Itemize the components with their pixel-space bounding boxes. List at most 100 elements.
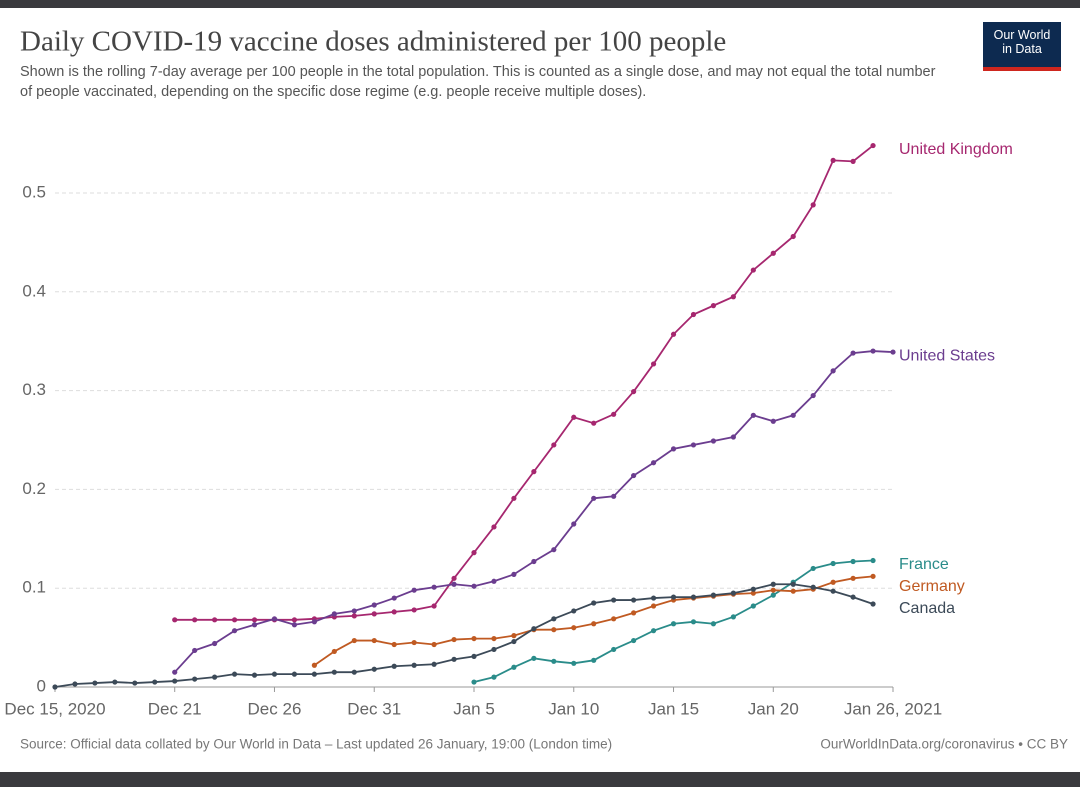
data-point bbox=[670, 446, 677, 452]
x-tick-label: Jan 10 bbox=[548, 699, 599, 718]
chart-title: Daily COVID-19 vaccine doses administere… bbox=[20, 26, 726, 58]
data-point bbox=[251, 622, 258, 628]
data-point bbox=[411, 662, 417, 668]
legend-label: Canada bbox=[899, 600, 955, 617]
data-point bbox=[451, 581, 457, 587]
data-point bbox=[611, 411, 617, 417]
data-point bbox=[411, 639, 417, 646]
data-point bbox=[351, 613, 357, 619]
data-point bbox=[830, 157, 836, 163]
data-point bbox=[72, 681, 78, 687]
data-point bbox=[611, 493, 617, 499]
data-point bbox=[611, 597, 617, 603]
data-point bbox=[371, 602, 377, 608]
data-point bbox=[830, 579, 836, 585]
data-point bbox=[311, 619, 317, 625]
data-point bbox=[730, 294, 736, 300]
x-tick-label: Jan 20 bbox=[748, 699, 799, 718]
data-point bbox=[451, 656, 457, 662]
data-point bbox=[451, 636, 457, 643]
data-point bbox=[571, 414, 577, 420]
data-point bbox=[690, 619, 697, 625]
x-tick-label: Dec 21 bbox=[148, 699, 202, 718]
data-point bbox=[172, 678, 178, 684]
data-point bbox=[471, 550, 477, 556]
data-point bbox=[591, 420, 597, 426]
data-point bbox=[172, 669, 178, 675]
x-tick-label: Jan 26, 2021 bbox=[844, 699, 942, 718]
data-point bbox=[850, 158, 856, 164]
data-point bbox=[251, 672, 258, 678]
data-point bbox=[810, 392, 816, 399]
data-point bbox=[810, 584, 816, 590]
data-point bbox=[291, 671, 298, 677]
data-point bbox=[291, 617, 298, 623]
data-point bbox=[690, 442, 697, 448]
data-point bbox=[371, 637, 377, 644]
data-point bbox=[431, 641, 437, 648]
data-point bbox=[730, 614, 736, 620]
y-tick-label: 0 bbox=[37, 676, 46, 695]
x-tick-label: Jan 15 bbox=[648, 699, 699, 718]
data-point bbox=[611, 616, 617, 622]
data-point bbox=[551, 627, 557, 633]
data-point bbox=[890, 349, 896, 355]
data-point bbox=[730, 434, 736, 440]
data-point bbox=[531, 469, 537, 475]
data-point bbox=[591, 621, 597, 627]
data-point bbox=[152, 679, 158, 685]
data-point bbox=[291, 622, 298, 628]
data-point bbox=[311, 662, 317, 668]
data-point bbox=[611, 646, 617, 653]
data-point bbox=[631, 388, 637, 395]
data-point bbox=[331, 648, 337, 655]
data-point bbox=[451, 575, 457, 581]
data-point bbox=[371, 611, 377, 617]
source-note: Source: Official data collated by Our Wo… bbox=[20, 737, 612, 752]
data-point bbox=[511, 633, 517, 639]
subtitle-box: Shown is the rolling 7-day average per 1… bbox=[20, 64, 936, 101]
data-point bbox=[670, 621, 677, 627]
data-point bbox=[271, 616, 278, 622]
data-point bbox=[511, 638, 517, 645]
data-point bbox=[411, 607, 417, 613]
legend-label: United Kingdom bbox=[899, 141, 1013, 158]
data-point bbox=[670, 331, 677, 337]
data-point bbox=[631, 610, 637, 616]
data-point bbox=[770, 581, 776, 587]
data-point bbox=[750, 603, 756, 609]
data-point bbox=[810, 202, 816, 208]
series-line bbox=[54, 583, 874, 688]
x-tick-label: Dec 26 bbox=[248, 699, 302, 718]
data-point bbox=[391, 663, 397, 669]
data-point bbox=[690, 311, 697, 318]
data-point bbox=[650, 595, 657, 601]
legend-label: France bbox=[899, 556, 949, 573]
data-point bbox=[471, 679, 477, 685]
data-point bbox=[790, 581, 796, 587]
data-point bbox=[690, 594, 697, 600]
data-point bbox=[391, 641, 397, 648]
chart-subtitle: Shown is the rolling 7-day average per 1… bbox=[20, 64, 936, 101]
data-point bbox=[52, 684, 58, 690]
data-point bbox=[710, 592, 717, 598]
data-point bbox=[790, 233, 796, 240]
data-point bbox=[491, 646, 497, 653]
data-point bbox=[830, 560, 836, 567]
y-tick-label: 0.4 bbox=[22, 281, 46, 300]
data-point bbox=[411, 587, 417, 593]
data-point bbox=[271, 671, 278, 677]
data-point bbox=[850, 575, 856, 581]
data-point bbox=[491, 635, 497, 642]
data-point bbox=[650, 460, 657, 466]
data-point bbox=[650, 628, 657, 634]
data-point bbox=[850, 594, 856, 600]
logo-bar bbox=[983, 67, 1061, 71]
data-point bbox=[491, 524, 497, 530]
y-tick-label: 0.5 bbox=[22, 182, 46, 201]
data-point bbox=[431, 584, 437, 590]
data-point bbox=[471, 653, 477, 659]
data-point bbox=[331, 611, 337, 617]
data-point bbox=[491, 674, 497, 680]
